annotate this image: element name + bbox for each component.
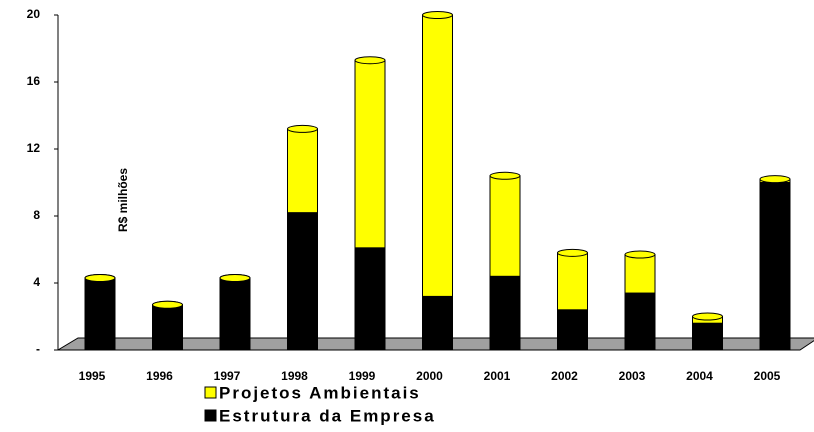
bar-segment [557,252,588,311]
bar-top [759,175,791,184]
bar-segment [354,59,386,249]
x-tick-label: 1997 [214,369,241,383]
bar-segment [152,304,183,351]
bar-top [84,273,116,282]
bar-segment [624,254,656,294]
bar-segment [759,182,791,351]
bar-segment [84,277,116,351]
x-tick-label: 2004 [686,369,713,383]
y-axis-label: R$ milhões [116,168,130,232]
bar-segment [489,175,521,277]
bar-segment [624,292,656,351]
y-tick-label: 12 [27,141,41,155]
y-tick-label: 20 [27,7,41,21]
bar-top [152,300,183,309]
x-tick-label: 1998 [281,369,308,383]
x-tick-label: 1996 [146,369,173,383]
bar-top [692,312,723,321]
x-tick-label: 2002 [551,369,578,383]
x-tick-label: 2001 [484,369,511,383]
bar-top [287,124,318,133]
bar-segment [422,14,453,297]
legend-swatch [204,386,217,399]
bar-top [219,273,251,282]
bar-segment [354,247,386,351]
bar-segment [287,212,318,351]
y-tick-label: 16 [27,74,41,88]
y-tick-label: 4 [33,275,40,289]
y-tick-label: 8 [33,208,40,222]
bar-top [624,250,656,259]
bar-top [422,11,453,19]
bar-top [354,56,386,65]
bar-segment [557,309,588,351]
legend-swatch [204,409,217,422]
x-tick-label: 2003 [619,369,646,383]
y-tick-label: - [36,342,40,356]
bar-segment [422,295,453,351]
bar-segment [692,322,723,351]
bar-top [489,171,521,180]
bar-top [557,248,588,257]
bar-segment [219,277,251,351]
bar-segment [287,128,318,214]
bar-segment [489,275,521,351]
legend-label: Estrutura da Empresa [219,406,436,425]
x-tick-label: 1995 [79,369,106,383]
legend-label: Projetos Ambientais [219,383,421,402]
x-tick-label: 2005 [754,369,781,383]
x-tick-label: 2000 [416,369,443,383]
x-tick-label: 1999 [349,369,376,383]
